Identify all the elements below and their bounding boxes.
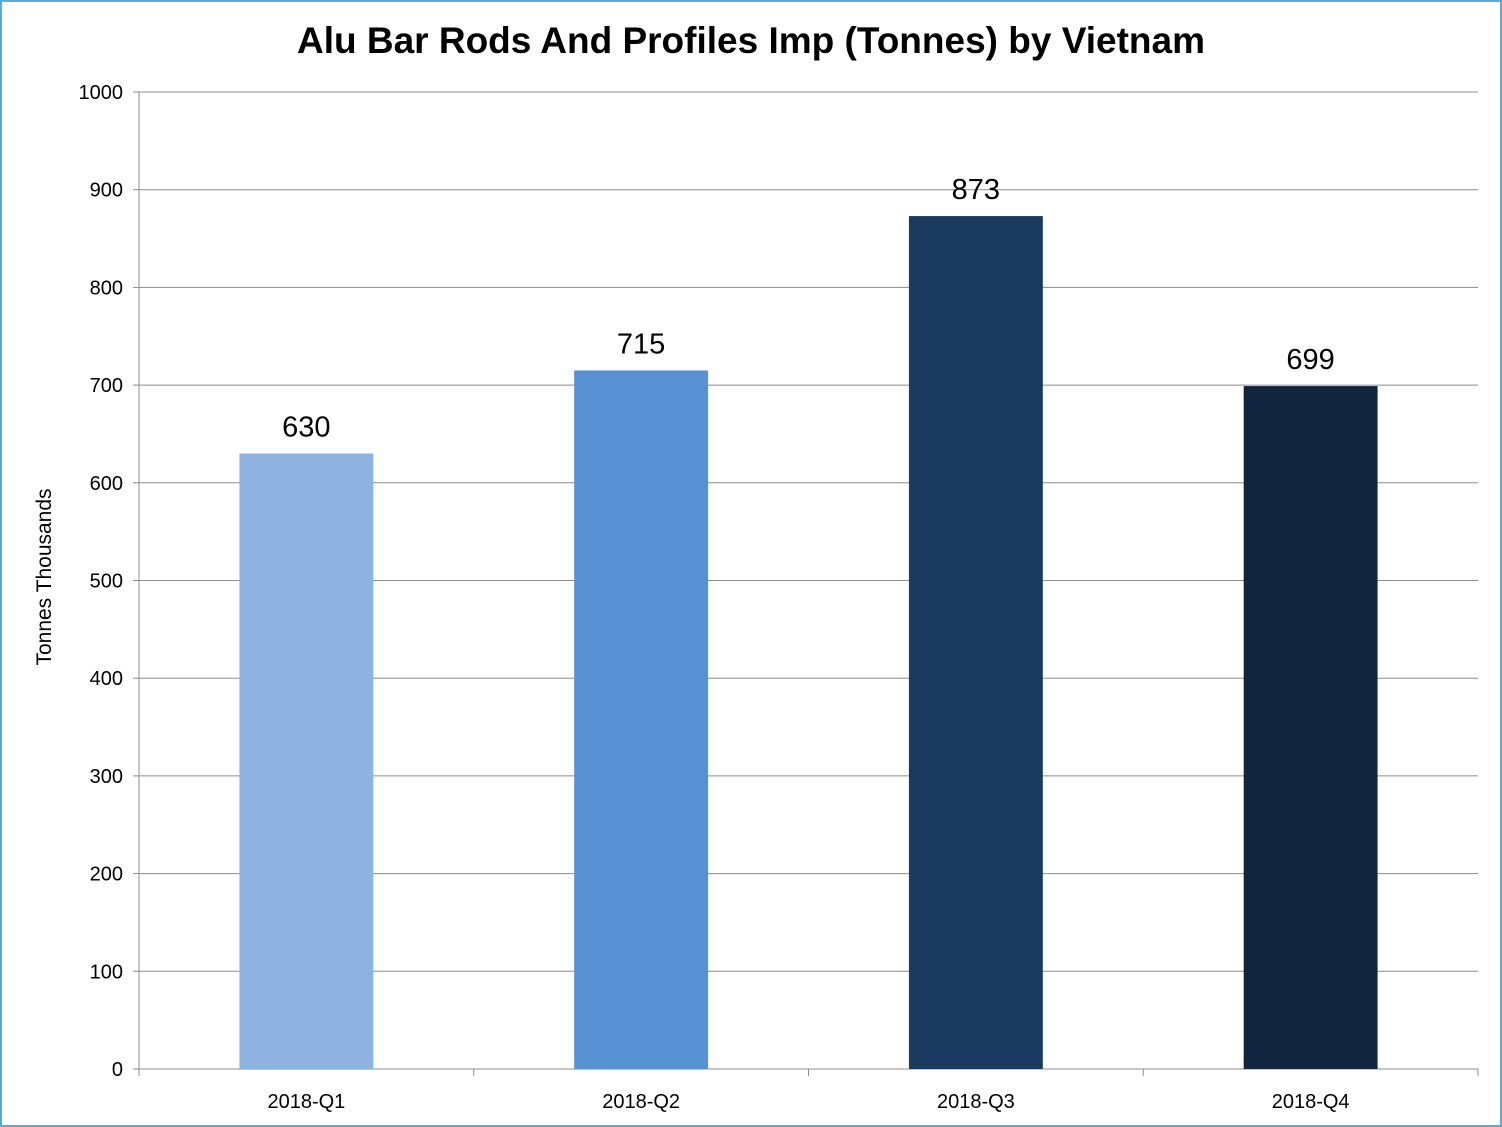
- y-tick-label: 800: [90, 277, 123, 299]
- y-tick-label: 300: [90, 766, 123, 788]
- bar-2018-q1: [239, 453, 374, 1069]
- y-tick-label: 1000: [79, 82, 124, 104]
- bar-2018-q3: [908, 216, 1043, 1070]
- y-tick-label: 500: [90, 571, 123, 593]
- y-tick-label: 100: [90, 961, 123, 983]
- x-tick-label: 2018-Q4: [1272, 1091, 1350, 1113]
- x-tick-label: 2018-Q2: [602, 1091, 680, 1113]
- chart-title: Alu Bar Rods And Profiles Imp (Tonnes) b…: [297, 20, 1205, 61]
- data-label: 630: [282, 411, 330, 443]
- bar-2018-q2: [574, 370, 709, 1069]
- y-tick-label: 700: [90, 375, 123, 397]
- y-tick-label: 200: [90, 864, 123, 886]
- y-tick-label: 900: [90, 180, 123, 202]
- x-tick-label: 2018-Q1: [267, 1091, 345, 1113]
- y-tick-label: 400: [90, 668, 123, 690]
- y-tick-label: 0: [112, 1059, 123, 1081]
- data-label: 699: [1286, 344, 1334, 376]
- data-label: 715: [617, 328, 665, 360]
- y-tick-label: 600: [90, 473, 123, 495]
- x-tick-label: 2018-Q3: [937, 1091, 1015, 1113]
- bar-2018-q4: [1243, 386, 1378, 1069]
- data-label: 873: [952, 174, 1000, 206]
